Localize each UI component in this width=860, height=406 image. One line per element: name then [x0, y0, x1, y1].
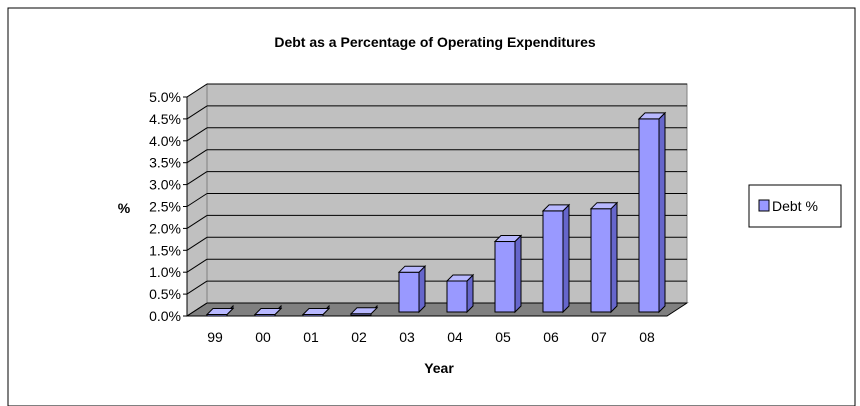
- gridline-side: [186, 105, 208, 120]
- x-tick-label: 07: [591, 329, 607, 345]
- bar: [205, 304, 235, 317]
- gridline-side: [186, 302, 208, 317]
- bar-side: [418, 264, 426, 314]
- bar: [445, 273, 475, 314]
- y-tick-label: 0.5%: [149, 286, 181, 302]
- bar-top: [301, 308, 331, 315]
- y-tick-label: 1.5%: [149, 242, 181, 258]
- bar-front: [542, 210, 564, 313]
- bars: [205, 111, 667, 317]
- y-tick-label: 5.0%: [149, 89, 181, 105]
- gridline-side: [186, 236, 208, 251]
- bar-side: [562, 203, 570, 314]
- bar-side: [514, 234, 522, 314]
- gridline-side: [186, 149, 208, 164]
- gridline-side: [186, 258, 208, 273]
- bar-top: [589, 202, 619, 210]
- y-tick-label: 2.5%: [149, 199, 181, 215]
- x-tick-label: 99: [207, 329, 223, 345]
- bar-top: [253, 308, 283, 315]
- x-tick-label: 03: [399, 329, 415, 345]
- bar: [253, 304, 283, 317]
- gridline-side: [186, 193, 208, 207]
- bar-side: [658, 111, 666, 314]
- legend-label: Debt %: [772, 198, 818, 214]
- y-tick-label: 4.5%: [149, 111, 181, 127]
- y-tick-label: 4.0%: [149, 133, 181, 149]
- x-tick-label: 02: [351, 329, 367, 345]
- bar-top: [349, 307, 379, 315]
- gridline-side: [186, 214, 208, 229]
- gridline-side: [186, 83, 208, 98]
- bar-top: [637, 112, 667, 120]
- bar-front: [638, 118, 660, 313]
- x-axis-title: Year: [424, 360, 454, 376]
- chart-title: Debt as a Percentage of Operating Expend…: [274, 34, 596, 50]
- x-tick-label: 00: [255, 329, 271, 345]
- x-tick-label: 05: [495, 329, 511, 345]
- y-tick-label: 1.0%: [149, 264, 181, 280]
- bar: [637, 111, 667, 314]
- bar-front: [446, 280, 468, 313]
- x-tick-label: 04: [447, 329, 463, 345]
- legend: Debt %: [748, 184, 842, 228]
- bar: [589, 201, 619, 314]
- gridline-side: [186, 127, 208, 142]
- y-axis-title: %: [118, 200, 131, 216]
- x-tick-label: 08: [639, 329, 655, 345]
- x-tick-label: 06: [543, 329, 559, 345]
- bar-front: [494, 241, 516, 313]
- y-tick-label: 2.0%: [149, 220, 181, 236]
- legend-swatch: [758, 199, 770, 212]
- bar-side: [610, 201, 618, 314]
- y-tick-label: 3.5%: [149, 155, 181, 171]
- bar-top: [493, 235, 523, 243]
- x-tick-label: 01: [303, 329, 319, 345]
- bar: [397, 264, 427, 314]
- y-tick-label: 0.0%: [149, 308, 181, 324]
- bar-front: [590, 208, 612, 313]
- bar: [493, 234, 523, 314]
- bar-top: [541, 204, 571, 212]
- gridline-side: [186, 171, 208, 186]
- bar: [541, 203, 571, 314]
- bar: [301, 304, 331, 317]
- bar-top: [205, 308, 235, 315]
- gridline-side: [186, 280, 208, 295]
- y-tick-label: 3.0%: [149, 177, 181, 193]
- bar: [349, 304, 379, 316]
- x-tick-labels: 99 00 01 02 03 04 05 06 07 08: [207, 329, 655, 345]
- y-tick-labels: 0.0% 0.5% 1.0% 1.5% 2.0% 2.5% 3.0% 3.5% 4.0% 4.5%…: [149, 89, 181, 324]
- bar-front: [398, 271, 420, 313]
- bar-top: [445, 274, 475, 282]
- bar-top: [397, 265, 427, 273]
